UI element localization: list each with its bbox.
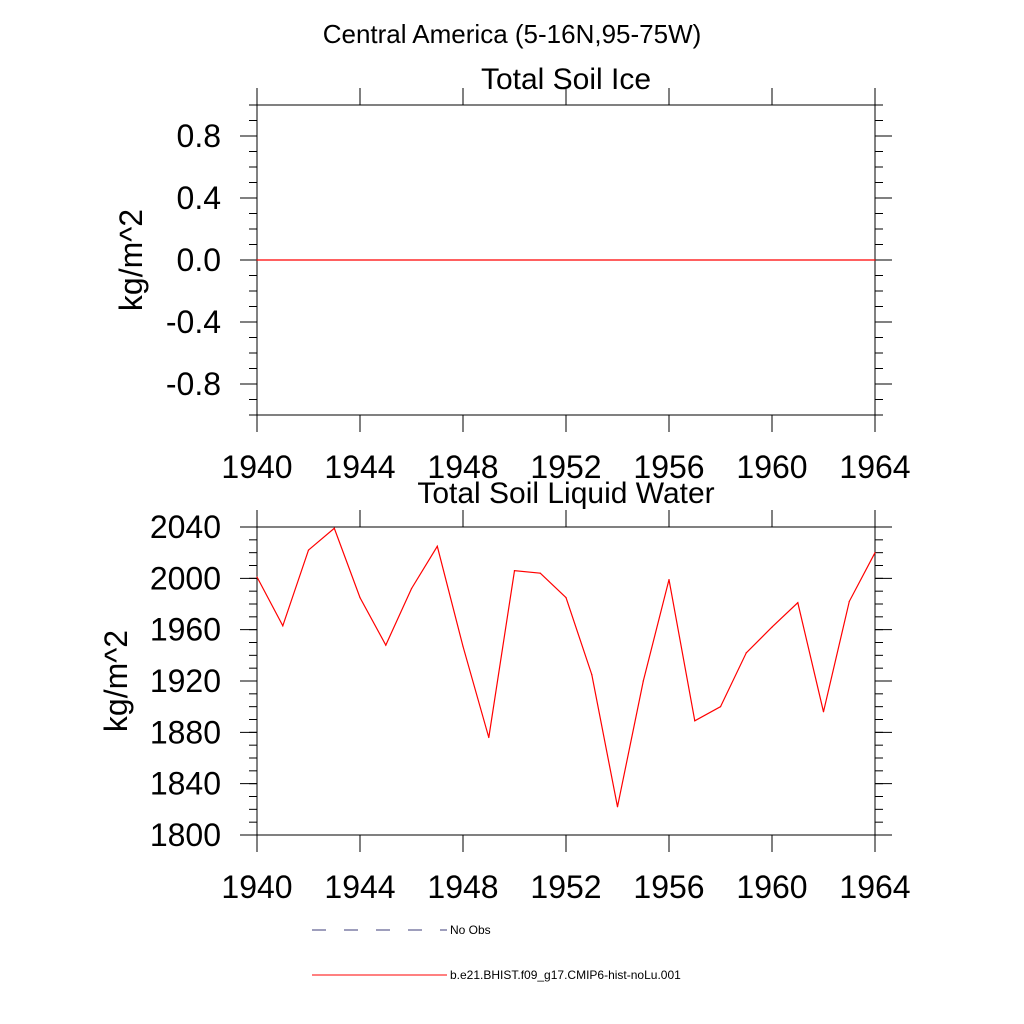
data-point [616,806,619,808]
data-point [745,652,747,654]
y-tick-label: 2000 [150,560,221,596]
data-point [333,527,335,529]
data-point [359,596,361,599]
x-tick-label: 1948 [427,869,498,905]
y-tick-label: 0.4 [177,180,221,216]
data-point [771,626,773,628]
series-line-1 [256,527,876,807]
y-tick-label: 1960 [150,612,221,648]
x-tick-label: 1948 [427,449,498,485]
data-point [385,644,387,646]
y-tick-label: 0.8 [177,118,221,154]
data-point [848,600,850,603]
data-point [436,545,438,547]
data-point [822,711,825,713]
x-tick-label: 1960 [736,449,807,485]
x-tick-label: 1944 [324,869,395,905]
x-tick-label: 1944 [324,449,395,485]
legend: No Obs b.e21.BHIST.f09_g17.CMIP6-hist-noL… [312,923,681,982]
plot-frame [256,526,876,836]
legend-label-2: b.e21.BHIST.f09_g17.CMIP6-hist-noLu.001 [450,968,681,982]
x-tick-label: 1952 [530,449,601,485]
data-point [256,576,258,578]
y-tick-label: 2040 [150,509,221,545]
data-point [282,625,284,627]
chart-panel-2: Total Soil Liquid Water kg/m^2 1940 1944 194… [98,477,911,905]
data-point [874,552,876,554]
data-point [797,602,799,604]
y-tick-label: -0.8 [166,366,221,402]
y-axis-label: kg/m^2 [98,630,134,732]
chart-title: Total Soil Liquid Water [417,477,714,510]
x-tick-label: 1964 [839,869,910,905]
data-point [307,549,310,551]
data-point [874,259,876,261]
x-tick-label: 1940 [221,449,292,485]
y-tick-label: 1880 [150,714,221,750]
x-tick-label: 1956 [633,869,704,905]
data-point [256,259,258,261]
x-tick-label: 1964 [839,449,910,485]
y-tick-label: -0.4 [166,304,221,340]
data-point [694,720,696,722]
x-tick-label: 1940 [221,869,292,905]
legend-label-1: No Obs [450,923,491,937]
data-point [462,645,464,647]
data-point [719,706,722,708]
y-tick-label: 1920 [150,663,221,699]
y-tick-label: 0.0 [177,242,221,278]
x-tick-label: 1956 [633,449,704,485]
data-point [591,673,593,676]
data-point [668,579,670,581]
data-point [513,570,516,572]
y-tick-label: 1840 [150,766,221,802]
x-tick-label: 1952 [530,869,601,905]
x-tick-label: 1960 [736,869,807,905]
data-point [410,588,413,590]
y-axis-label: kg/m^2 [113,209,149,311]
data-point [565,596,567,599]
data-point [539,572,541,574]
y-tick-label: 1800 [150,817,221,853]
data-point [488,736,490,739]
figure-title: Central America (5-16N,95-75W) [323,19,702,49]
data-point [642,680,644,682]
